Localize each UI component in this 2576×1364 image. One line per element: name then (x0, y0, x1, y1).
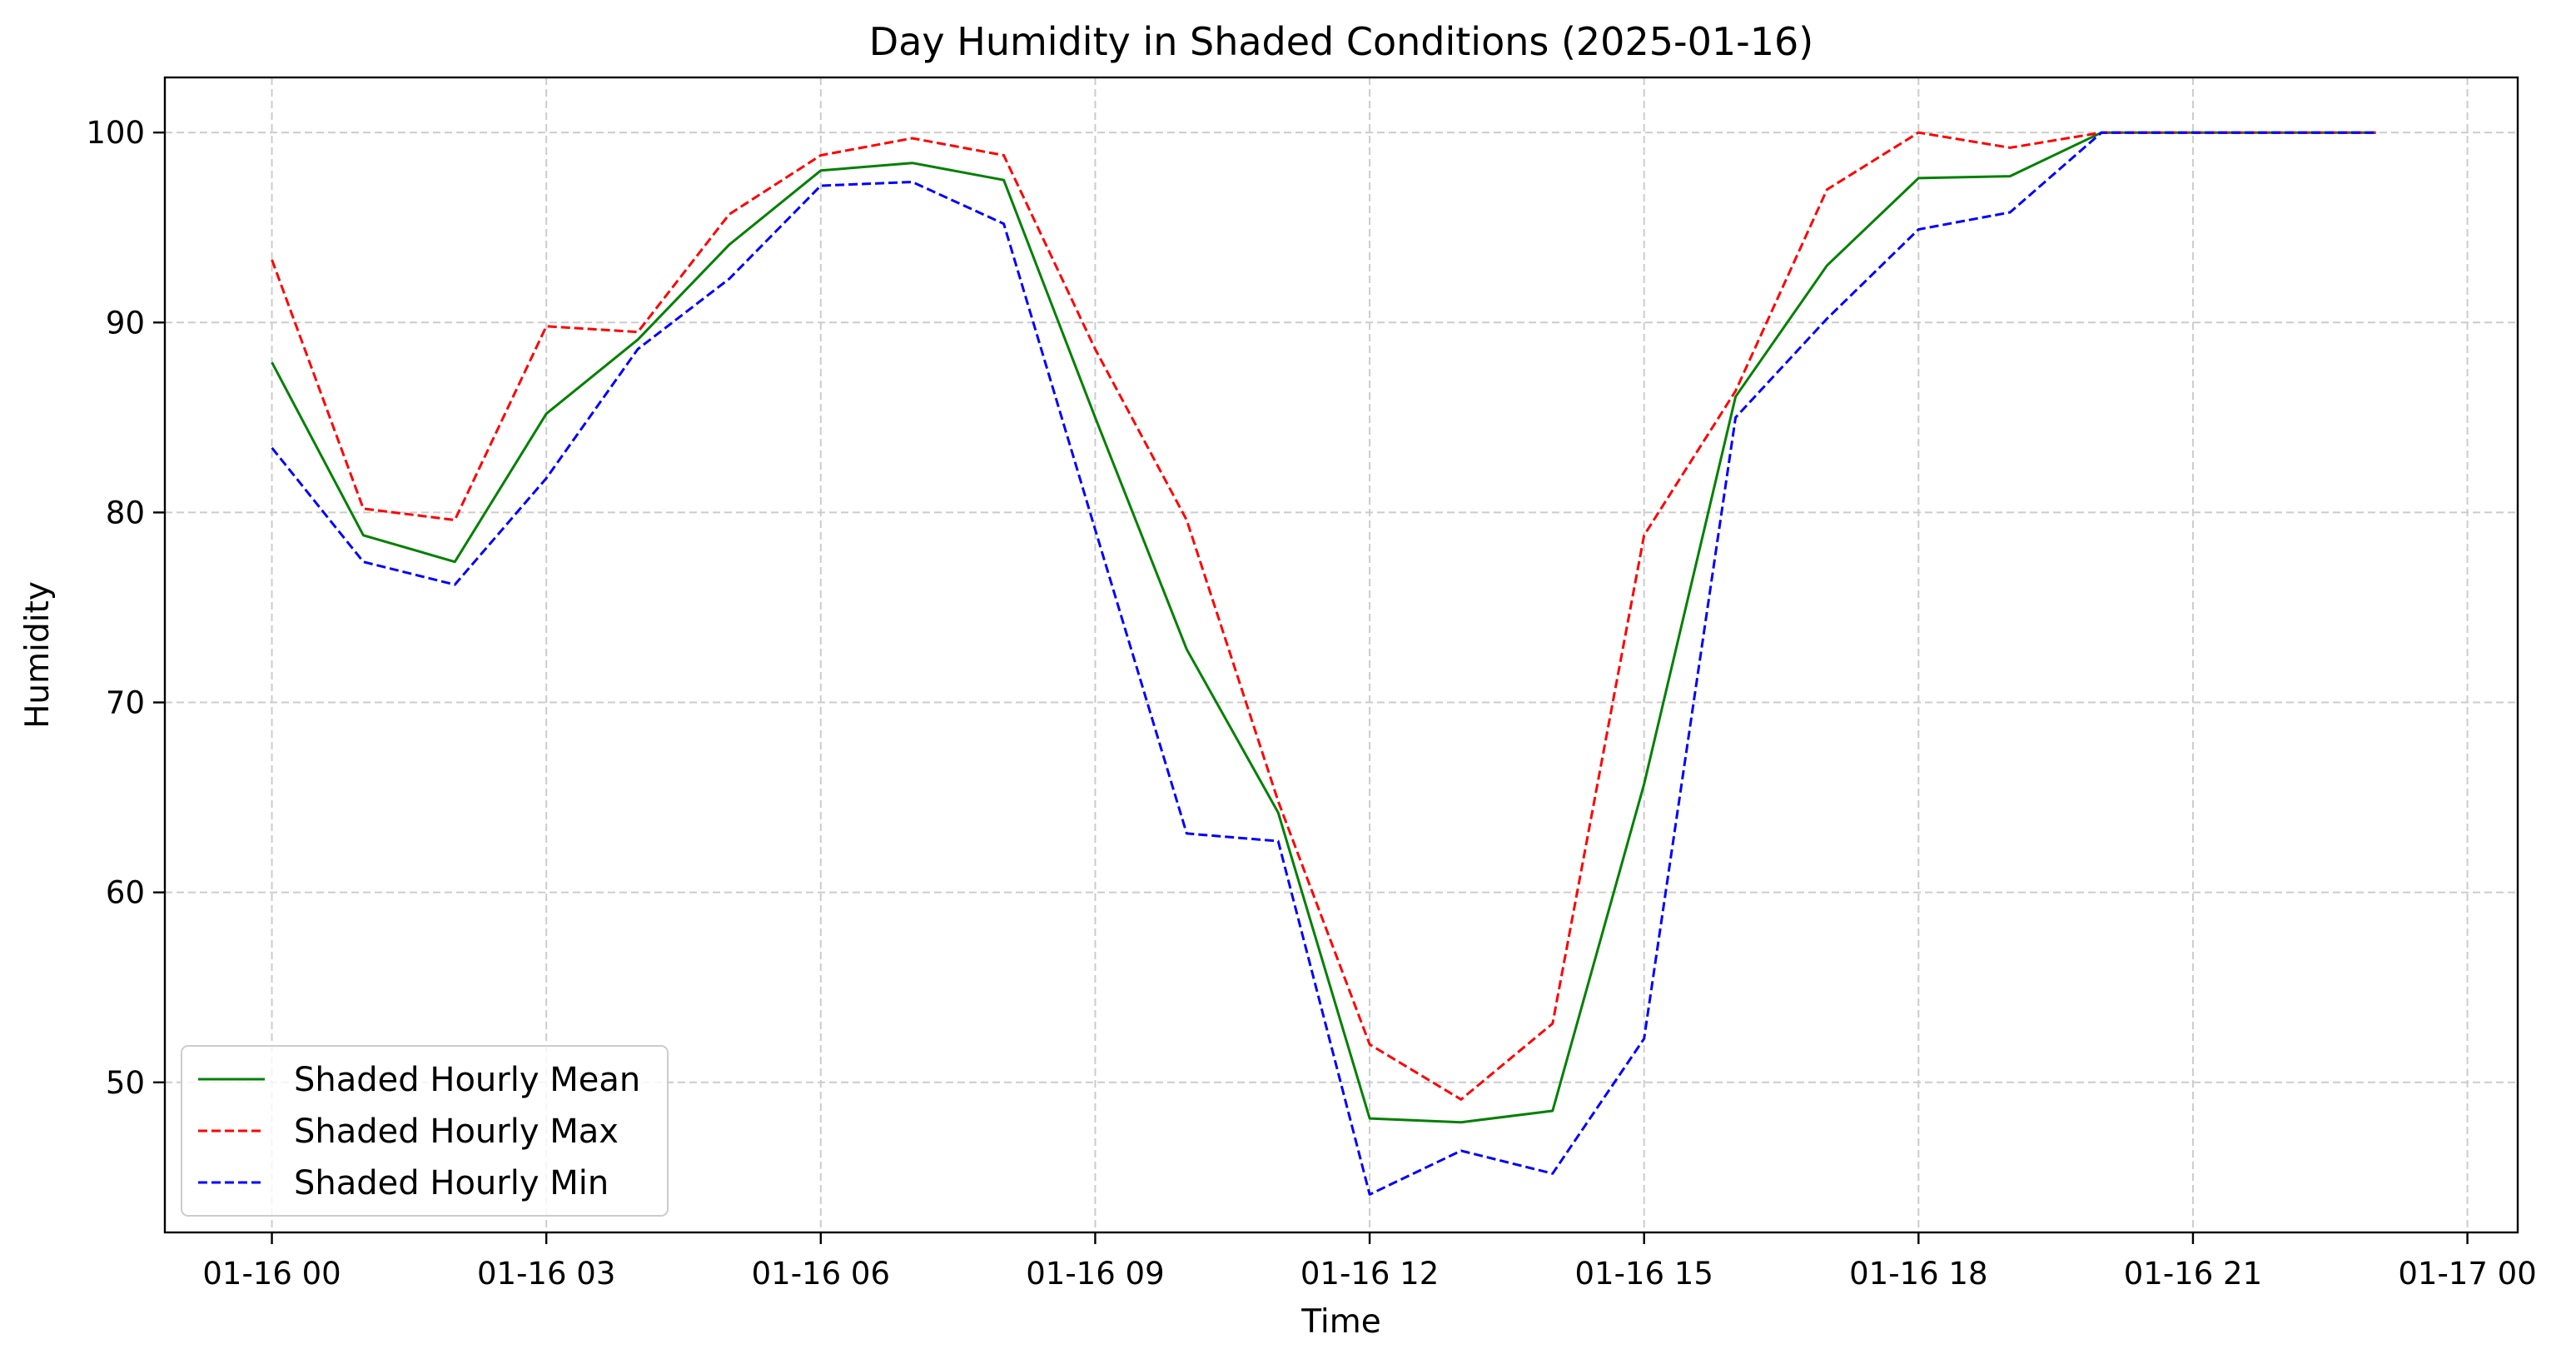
series-line (271, 131, 2376, 1124)
x-tick-label: 01-16 18 (1849, 1256, 1987, 1292)
y-tick-label: 80 (106, 495, 145, 530)
plot-area-frame (163, 76, 2519, 1234)
legend-box (181, 1045, 669, 1217)
x-tick-label: 01-17 00 (2398, 1256, 2536, 1292)
y-tick-label: 50 (106, 1065, 145, 1101)
x-tick-label: 01-16 21 (2124, 1256, 2262, 1292)
series-lines (271, 131, 2376, 1196)
chart-title: Day Humidity in Shaded Conditions (2025-… (869, 19, 1813, 64)
x-tick-label: 01-16 09 (1026, 1256, 1164, 1292)
series-line (271, 131, 2376, 1196)
y-tick-label: 60 (106, 875, 145, 911)
x-tick-label: 01-16 12 (1300, 1256, 1439, 1292)
legend-label: Shaded Hourly Min (294, 1164, 609, 1202)
y-tick-label: 70 (106, 685, 145, 721)
x-tick-label: 01-16 15 (1575, 1256, 1713, 1292)
x-tick-label: 01-16 00 (202, 1256, 341, 1292)
legend: Shaded Hourly Mean Shaded Hourly Max Shade… (181, 1045, 669, 1217)
legend-label: Shaded Hourly Max (294, 1113, 619, 1151)
y-axis-label: Humidity (19, 581, 57, 729)
y-tick-label: 90 (106, 305, 145, 341)
x-axis-label: Time (1300, 1303, 1380, 1341)
series-line (271, 131, 2376, 1101)
legend-label: Shaded Hourly Mean (294, 1061, 640, 1099)
y-tick-label: 100 (86, 115, 145, 151)
x-tick-label: 01-16 06 (752, 1256, 890, 1292)
y-axis-ticks: 50 60 70 80 90 100 (86, 115, 165, 1101)
x-tick-label: 01-16 03 (477, 1256, 615, 1292)
x-axis-ticks: 01-16 00 01-16 03 01-16 06 01-16 09 01-16 12… (202, 1232, 2537, 1292)
grid-lines (165, 77, 2518, 1232)
